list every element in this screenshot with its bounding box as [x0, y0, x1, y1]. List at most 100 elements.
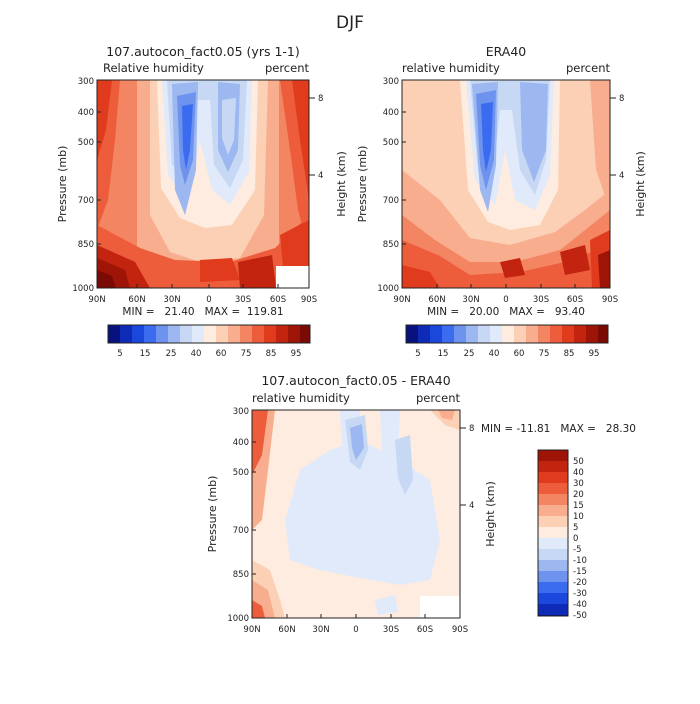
- colorbar-label: 15: [573, 501, 584, 511]
- x-tick-label: 60N: [428, 295, 445, 305]
- x-tick-label: 60S: [417, 625, 433, 635]
- y-tick-label: 400: [78, 108, 94, 118]
- panel-era40: ERA40 relative humidity percent 90N 60N: [356, 44, 647, 359]
- units-label: percent: [265, 61, 310, 75]
- x-tick-label: 90S: [301, 295, 317, 305]
- y-tick-label: 850: [78, 240, 94, 250]
- units-label: percent: [416, 391, 461, 405]
- x-tick-label: 60N: [278, 625, 295, 635]
- panel-difference: 107.autocon_fact0.05 - ERA40 relative hu…: [206, 373, 636, 635]
- colorbar-label: 5: [117, 349, 122, 359]
- y-axis-title: Pressure (mb): [206, 476, 219, 553]
- x-tick-label: 90N: [243, 625, 260, 635]
- y2-tick-label: 4: [619, 171, 624, 181]
- x-axis: 90N 60N 30N 0 30S 60S 90S: [88, 284, 317, 305]
- y2-tick-label: 8: [469, 424, 474, 434]
- colorbar-boxes: [107, 324, 311, 344]
- y-axis: 300 400 500 700 850 1000 Pressure (mb): [56, 77, 101, 294]
- x-tick-label: 90S: [602, 295, 618, 305]
- x-tick-label: 60N: [128, 295, 145, 305]
- colorbar-label: 75: [539, 349, 550, 359]
- y-tick-label: 700: [383, 196, 399, 206]
- colorbar-label: 40: [191, 349, 202, 359]
- y-axis-title: Pressure (mb): [356, 146, 369, 223]
- colorbar-label: 5: [573, 523, 578, 533]
- x-tick-label: 60S: [270, 295, 286, 305]
- colorbar: 50 40 30 20 15 10 5 0 -5 -10 -15 -20 -30…: [537, 449, 587, 621]
- panel-title: 107.autocon_fact0.05 (yrs 1-1): [106, 44, 300, 59]
- y-tick-label: 300: [233, 407, 249, 417]
- y-tick-label: 1000: [227, 614, 249, 624]
- y2-axis: 8 4 Height (km): [460, 424, 497, 547]
- variable-label: relative humidity: [402, 61, 500, 75]
- variable-label: Relative humidity: [103, 61, 204, 75]
- colorbar-label: 75: [241, 349, 252, 359]
- y-tick-label: 1000: [72, 284, 94, 294]
- y2-axis: 8 4 Height (km): [610, 94, 647, 217]
- y-axis-title: Pressure (mb): [56, 146, 69, 223]
- y2-axis-title: Height (km): [484, 481, 497, 547]
- x-tick-label: 0: [503, 295, 508, 305]
- y2-axis-title: Height (km): [335, 151, 348, 217]
- x-tick-label: 60S: [567, 295, 583, 305]
- colorbar-label: 15: [438, 349, 449, 359]
- colorbar-label: 95: [291, 349, 302, 359]
- y2-axis: 8 4 Height (km): [309, 94, 348, 217]
- y-tick-label: 500: [78, 138, 94, 148]
- colorbar-label: -40: [573, 600, 587, 610]
- x-tick-label: 90N: [393, 295, 410, 305]
- colorbar-label: 0: [573, 534, 578, 544]
- x-tick-label: 90S: [452, 625, 468, 635]
- y-tick-label: 1000: [377, 284, 399, 294]
- min-max-stats: MIN = 21.40 MAX = 119.81: [122, 306, 283, 318]
- y-axis: 300 400 500 700 850 1000 Pressure (mb): [356, 77, 406, 294]
- y-axis: 300 400 500 700 850 1000 Pressure (mb): [206, 407, 256, 624]
- colorbar-label: -15: [573, 567, 587, 577]
- units-label: percent: [566, 61, 611, 75]
- colorbar-label: 40: [489, 349, 500, 359]
- contour-field: [97, 80, 309, 288]
- colorbar-label: -5: [573, 545, 581, 555]
- colorbar: 5 15 25 40 60 75 85 95: [107, 324, 311, 359]
- colorbar-label: -10: [573, 556, 587, 566]
- colorbar-label: 20: [573, 490, 584, 500]
- y-tick-label: 850: [233, 570, 249, 580]
- y-tick-label: 700: [233, 526, 249, 536]
- colorbar-label: 5: [415, 349, 420, 359]
- colorbar-label: 15: [140, 349, 151, 359]
- variable-label: relative humidity: [252, 391, 350, 405]
- figure-title: DJF: [336, 13, 364, 33]
- x-axis: 90N 60N 30N 0 30S 60S 90S: [393, 284, 618, 305]
- y2-axis-title: Height (km): [634, 151, 647, 217]
- colorbar-label: 40: [573, 468, 584, 478]
- y-tick-label: 850: [383, 240, 399, 250]
- colorbar-label: 25: [464, 349, 475, 359]
- x-tick-label: 30N: [312, 625, 329, 635]
- y-tick-label: 300: [78, 77, 94, 87]
- y-tick-label: 300: [383, 77, 399, 87]
- y-tick-label: 400: [233, 438, 249, 448]
- colorbar-label: 50: [573, 457, 584, 467]
- y-tick-label: 500: [383, 138, 399, 148]
- colorbar-boxes: [405, 324, 609, 344]
- contour-field: [402, 80, 610, 288]
- colorbar-label: 25: [166, 349, 177, 359]
- x-tick-label: 90N: [88, 295, 105, 305]
- colorbar-label: 30: [573, 479, 584, 489]
- colorbar-label: 10: [573, 512, 584, 522]
- colorbar-label: -50: [573, 611, 587, 621]
- colorbar-label: -30: [573, 589, 587, 599]
- x-tick-label: 30S: [533, 295, 549, 305]
- x-tick-label: 0: [353, 625, 358, 635]
- y2-tick-label: 8: [619, 94, 624, 104]
- y-tick-label: 700: [78, 196, 94, 206]
- colorbar-label: 85: [266, 349, 277, 359]
- y-tick-label: 400: [383, 108, 399, 118]
- x-tick-label: 30N: [163, 295, 180, 305]
- plot-frame: [96, 79, 310, 289]
- y2-tick-label: 4: [318, 171, 323, 181]
- panel-title: ERA40: [486, 44, 527, 59]
- min-max-stats: MIN = -11.81 MAX = 28.30: [481, 423, 636, 435]
- y2-tick-label: 8: [318, 94, 323, 104]
